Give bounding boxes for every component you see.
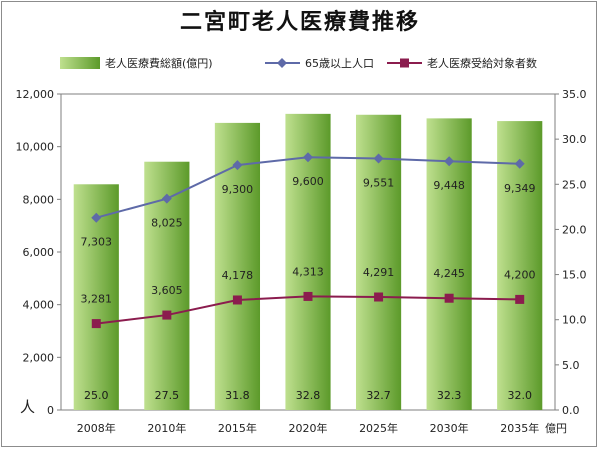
population-marker	[514, 158, 525, 169]
left-axis-tick-label: 6,000	[23, 246, 55, 259]
recipients-value-label: 4,200	[504, 268, 536, 281]
population-value-label: 9,600	[292, 175, 324, 188]
x-axis-tick-label: 2020年	[289, 421, 328, 435]
bar-value-label: 32.3	[437, 389, 462, 402]
population-value-label: 9,349	[504, 182, 536, 195]
recipients-value-label: 4,245	[433, 267, 465, 280]
population-value-label: 7,303	[81, 236, 113, 249]
recipients-marker	[515, 294, 525, 304]
recipients-value-label: 4,313	[292, 265, 324, 278]
x-axis-tick-label: 2025年	[359, 421, 398, 435]
bar-value-label: 32.8	[296, 389, 321, 402]
recipients-marker	[232, 295, 242, 305]
bar-value-label: 27.5	[155, 389, 180, 402]
population-marker	[91, 212, 102, 223]
legend-label-recipients: 老人医療受給対象者数	[427, 56, 537, 70]
left-axis-tick-label: 0	[47, 404, 54, 417]
bar-value-label: 31.8	[225, 389, 250, 402]
left-axis-tick-label: 4,000	[23, 299, 55, 312]
bar-value-label: 32.0	[507, 389, 532, 402]
bar-value-label: 32.7	[366, 389, 391, 402]
right-axis-tick-label: 35.0	[562, 88, 587, 101]
population-marker	[161, 193, 172, 204]
recipients-marker	[303, 291, 313, 301]
right-axis-tick-label: 5.0	[562, 359, 580, 372]
x-axis-tick-label: 2015年	[218, 421, 257, 435]
bar-value-label: 25.0	[84, 389, 109, 402]
left-axis-tick-label: 10,000	[16, 141, 55, 154]
bar	[285, 113, 331, 410]
legend-swatch-population-marker	[277, 58, 287, 68]
left-axis-tick-label: 12,000	[16, 88, 55, 101]
population-marker	[303, 152, 313, 163]
left-axis-tick-label: 2,000	[23, 351, 55, 364]
recipients-value-label: 4,291	[363, 266, 395, 279]
recipients-marker	[444, 293, 454, 303]
right-axis-tick-label: 20.0	[562, 223, 587, 236]
recipients-marker	[91, 319, 101, 329]
left-axis-unit: 人	[20, 398, 35, 416]
legend-swatch-recipients-marker	[400, 58, 409, 68]
chart-title: 二宮町老人医療費推移	[179, 10, 420, 35]
bar	[355, 114, 402, 410]
right-axis-tick-label: 25.0	[562, 178, 587, 191]
recipients-marker	[374, 292, 384, 302]
recipients-marker	[162, 310, 172, 320]
legend-label-bar: 老人医療費総額(億円)	[105, 56, 213, 70]
right-axis-unit: 億円	[545, 422, 567, 435]
population-value-label: 9,551	[363, 176, 395, 189]
right-axis-tick-label: 10.0	[562, 314, 587, 327]
legend-swatch-bar	[60, 57, 100, 69]
bar	[214, 122, 261, 411]
recipients-value-label: 4,178	[222, 269, 254, 282]
left-axis-tick-label: 8,000	[23, 193, 55, 206]
recipients-value-label: 3,281	[81, 293, 113, 306]
population-value-label: 9,448	[433, 179, 465, 192]
x-axis-tick-label: 2010年	[147, 421, 186, 435]
right-axis-tick-label: 15.0	[562, 269, 587, 282]
x-axis-tick-label: 2030年	[430, 421, 469, 435]
population-value-label: 9,300	[222, 183, 254, 196]
x-axis-tick-label: 2035年	[500, 421, 539, 435]
legend-label-population: 65歳以上人口	[305, 57, 374, 70]
bar	[426, 118, 472, 411]
right-axis-tick-label: 0.0	[562, 404, 580, 417]
population-marker	[373, 153, 384, 164]
population-marker	[444, 156, 455, 167]
population-value-label: 8,025	[151, 217, 183, 230]
right-axis-tick-label: 30.0	[562, 133, 587, 146]
x-axis-tick-label: 2008年	[77, 421, 116, 435]
bar	[497, 121, 543, 410]
population-marker	[232, 160, 243, 171]
recipients-value-label: 3,605	[151, 284, 183, 297]
